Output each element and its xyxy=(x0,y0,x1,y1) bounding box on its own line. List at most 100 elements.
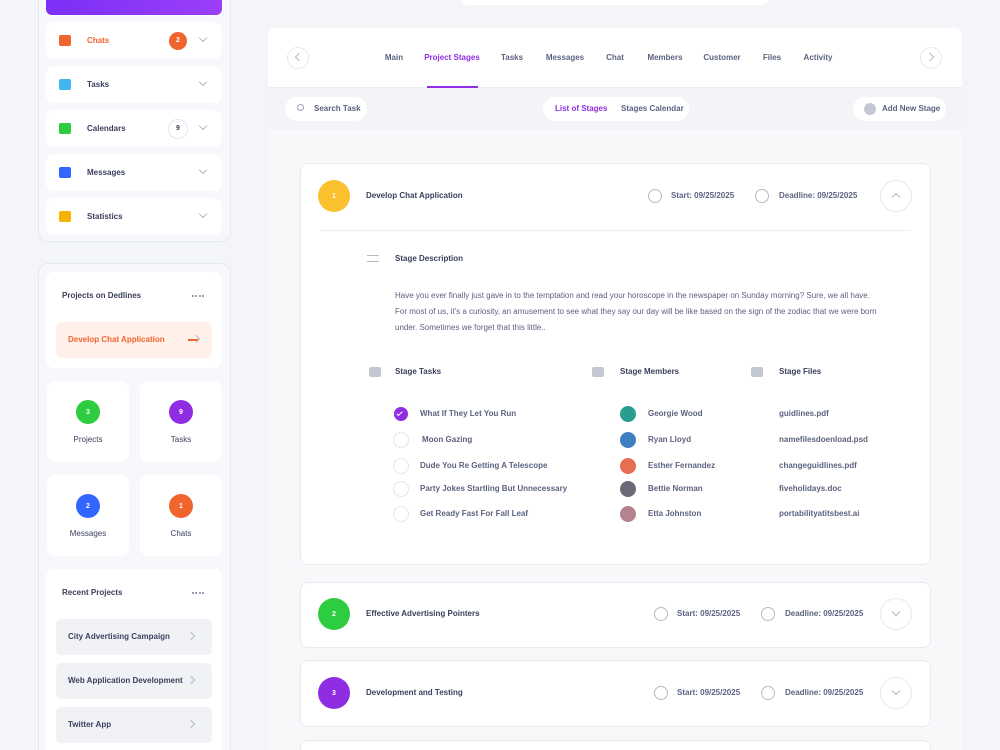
member-name: Georgie Wood xyxy=(648,409,703,418)
tab[interactable]: Chat xyxy=(606,53,624,62)
tab-bar xyxy=(268,28,962,88)
desc-icon xyxy=(367,255,379,262)
divider xyxy=(320,230,911,231)
task-checkbox xyxy=(393,506,409,522)
stage-number: 3 xyxy=(318,677,350,709)
stat-label: Chats xyxy=(170,529,192,538)
top-search[interactable] xyxy=(460,0,770,5)
recent-item-label: Web Application Development xyxy=(68,676,183,685)
stage-deadline: Deadline: 09/25/2025 xyxy=(785,609,864,618)
stage-deadline: Deadline: 09/25/2025 xyxy=(779,191,858,200)
view-option[interactable]: List of Stages xyxy=(555,104,608,113)
stat-label: Messages xyxy=(69,529,107,538)
stage-title: Development and Testing xyxy=(366,688,463,697)
member-avatar xyxy=(620,481,636,497)
member-name: Ryan Lloyd xyxy=(648,435,692,444)
task-label[interactable]: Moon Gazing xyxy=(422,435,473,444)
member-name: Esther Fernandez xyxy=(648,461,716,470)
tab[interactable]: Project Stages xyxy=(424,53,480,62)
clock-icon xyxy=(648,189,662,203)
stage-deadline: Deadline: 09/25/2025 xyxy=(785,688,864,697)
tab[interactable]: Customer xyxy=(703,53,741,62)
view-switch xyxy=(543,97,689,121)
section-title: Stage Tasks xyxy=(395,367,442,376)
member-avatar xyxy=(620,458,636,474)
task-label[interactable]: Dude You Re Getting A Telescope xyxy=(420,461,548,470)
menu-item[interactable] xyxy=(46,66,222,103)
menu-item[interactable] xyxy=(46,110,222,147)
stat-label: Tasks xyxy=(170,435,192,444)
member-avatar xyxy=(620,432,636,448)
member-avatar xyxy=(620,406,636,422)
menu-badge: 9 xyxy=(168,118,188,139)
toggle-button xyxy=(880,677,912,709)
section-title: Stage Files xyxy=(779,367,822,376)
recent-item[interactable] xyxy=(56,707,212,743)
search-placeholder: Search Task xyxy=(314,104,361,113)
clock-icon xyxy=(755,189,769,203)
menu-label: Tasks xyxy=(87,79,110,89)
stat-value: 3 xyxy=(76,400,100,424)
tab[interactable]: Members xyxy=(647,53,683,62)
deadline-item[interactable] xyxy=(56,322,212,358)
tab[interactable]: Main xyxy=(384,53,404,62)
menu-item[interactable] xyxy=(46,154,222,191)
menu-icon xyxy=(59,211,71,222)
tab[interactable]: Messages xyxy=(545,53,585,62)
file-name[interactable]: namefilesdoenload.psd xyxy=(779,435,868,444)
stat-label: Projects xyxy=(73,435,103,444)
recent-item-label: Twitter App xyxy=(68,720,112,729)
menu-item[interactable] xyxy=(46,22,222,59)
stat-value: 9 xyxy=(169,400,193,424)
section-icon xyxy=(751,367,763,377)
stage-start: Start: 09/25/2025 xyxy=(677,688,741,697)
task-checkbox xyxy=(393,481,409,497)
primary-button[interactable] xyxy=(46,0,222,15)
view-option[interactable]: Stages Calendar xyxy=(621,104,684,113)
add-icon xyxy=(864,103,876,115)
more-dots xyxy=(192,295,204,297)
task-label[interactable]: Get Ready Fast For Fall Leaf xyxy=(420,509,529,518)
file-name[interactable]: portabilityatitsbest.ai xyxy=(779,509,860,518)
clock-icon xyxy=(654,607,668,621)
stage-card xyxy=(300,740,931,750)
recent-item[interactable] xyxy=(56,663,212,699)
tab[interactable]: Activity xyxy=(803,53,833,62)
file-name[interactable]: changeguidlines.pdf xyxy=(779,461,857,470)
stage-start: Start: 09/25/2025 xyxy=(671,191,735,200)
menu-item[interactable] xyxy=(46,198,222,235)
menu-icon xyxy=(59,35,71,46)
menu-badge: 2 xyxy=(169,31,187,50)
deadlines-title: Projects on Dedlines xyxy=(62,291,142,300)
recent-title: Recent Projects xyxy=(62,588,123,597)
description: Have you ever finally just gave in to th… xyxy=(395,291,877,332)
member-avatar xyxy=(620,506,636,522)
stage-card xyxy=(300,582,931,648)
stage-start: Start: 09/25/2025 xyxy=(677,609,741,618)
section-icon xyxy=(369,367,381,377)
clock-icon xyxy=(761,607,775,621)
search-icon xyxy=(297,104,304,111)
section-title: Stage Description xyxy=(395,254,464,263)
tab[interactable]: Tasks xyxy=(500,53,524,62)
stage-number: 2 xyxy=(318,598,350,630)
task-label[interactable]: Party Jokes Startling But Unnecessary xyxy=(420,484,568,493)
section-icon xyxy=(592,367,604,377)
recent-item[interactable] xyxy=(56,619,212,655)
menu-icon xyxy=(59,123,71,134)
menu-icon xyxy=(59,79,71,90)
task-checkbox xyxy=(394,407,408,421)
stage-card xyxy=(300,163,931,565)
member-name: Bettie Norman xyxy=(648,484,703,493)
section-title: Stage Members xyxy=(620,367,680,376)
task-label[interactable]: What If They Let You Run xyxy=(420,409,517,418)
file-name[interactable]: guidlines.pdf xyxy=(779,409,829,418)
menu-label: Chats xyxy=(87,35,110,45)
nav-arrow xyxy=(920,47,942,69)
file-name[interactable]: fiveholidays.doc xyxy=(779,484,842,493)
menu-label: Calendars xyxy=(87,123,126,133)
menu-label: Statistics xyxy=(87,211,123,221)
tab[interactable]: Files xyxy=(762,53,782,62)
menu-icon xyxy=(59,167,71,178)
